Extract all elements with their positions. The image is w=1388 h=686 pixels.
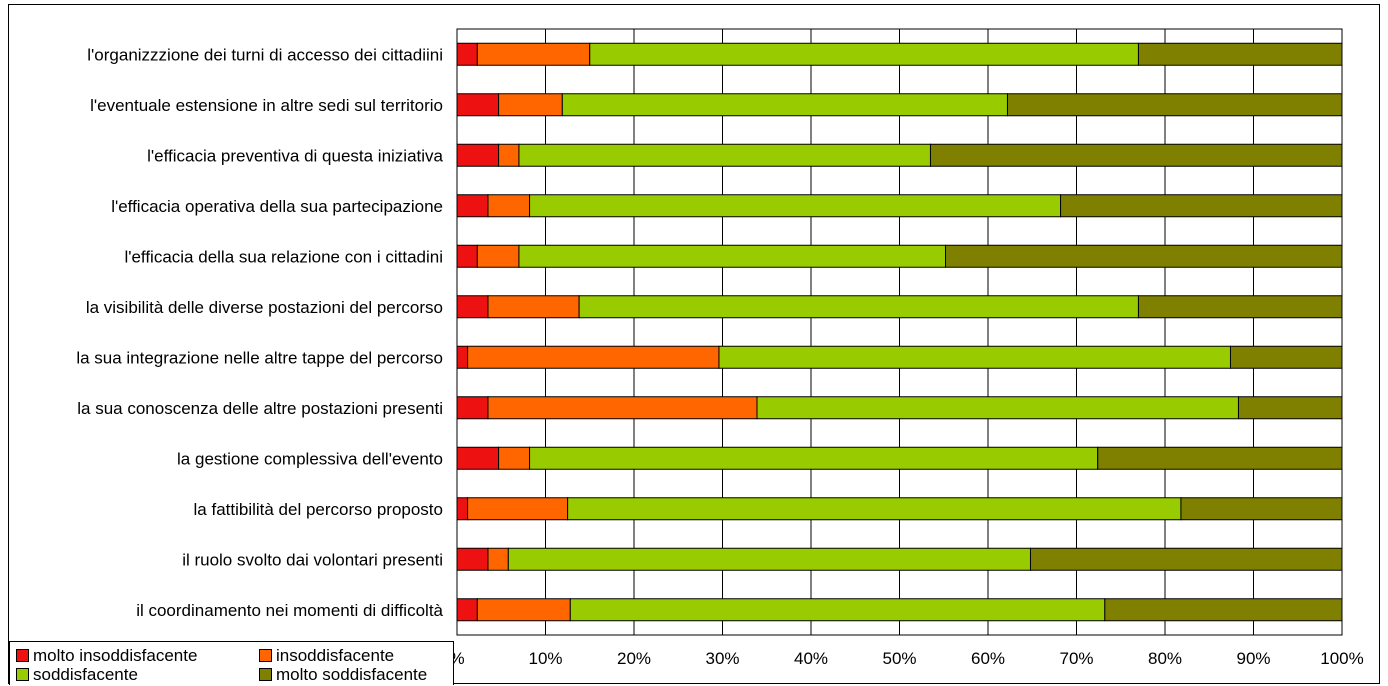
x-tick-label: 80% xyxy=(1148,649,1182,668)
bar-segment xyxy=(498,143,520,167)
bar-segment xyxy=(945,244,1343,268)
bar-segment xyxy=(507,547,1031,571)
bar-segment xyxy=(1229,345,1343,369)
bar-segment xyxy=(476,244,520,268)
legend-item: molto insoddisfacente xyxy=(16,646,197,665)
x-tick-label: 40% xyxy=(794,649,828,668)
bar-segment xyxy=(456,598,478,622)
bar-segment xyxy=(487,194,531,218)
category-label: l'efficacia della sua relazione con i ci… xyxy=(124,247,443,266)
x-tick-label: 20% xyxy=(617,649,651,668)
bar-segment xyxy=(529,446,1099,470)
category-label: il coordinamento nei momenti di difficol… xyxy=(136,601,443,620)
bar-segment xyxy=(487,396,758,420)
category-label: la sua conoscenza delle altre postazioni… xyxy=(77,399,443,418)
legend-item: insoddisfacente xyxy=(259,646,394,665)
bar-segment xyxy=(1006,93,1343,117)
bar-segment xyxy=(518,143,931,167)
bar-segment xyxy=(1097,446,1343,470)
category-label: la fattibilità del percorso proposto xyxy=(194,500,443,519)
bar-segment xyxy=(476,598,571,622)
bar-segment xyxy=(498,446,531,470)
x-tick-label: 50% xyxy=(882,649,916,668)
bar-segment xyxy=(1104,598,1343,622)
bar-segment xyxy=(1029,547,1343,571)
legend-swatch xyxy=(259,649,272,662)
bar-segment xyxy=(456,497,469,521)
bar-segment xyxy=(756,396,1239,420)
legend-swatch xyxy=(259,668,272,681)
bar-segment xyxy=(476,42,591,66)
bar-segment xyxy=(718,345,1231,369)
legend-label: soddisfacente xyxy=(33,665,138,684)
bar-segment xyxy=(1180,497,1343,521)
bar-segment xyxy=(456,194,489,218)
x-tick-label: 70% xyxy=(1059,649,1093,668)
category-label: l'eventuale estensione in altre sedi sul… xyxy=(90,96,443,115)
category-label: l'efficacia preventiva di questa iniziat… xyxy=(147,146,443,165)
legend-label: molto insoddisfacente xyxy=(33,646,198,665)
bar-segment xyxy=(589,42,1139,66)
bar-segment xyxy=(456,446,500,470)
x-tick-label: 10% xyxy=(528,649,562,668)
bar-segment xyxy=(1060,194,1343,218)
legend-label: insoddisfacente xyxy=(276,646,395,665)
x-tick-label: 100% xyxy=(1320,649,1363,668)
bar-segment xyxy=(456,244,478,268)
x-tick-label: 90% xyxy=(1236,649,1270,668)
bar-segment xyxy=(467,497,569,521)
bar-segment xyxy=(567,497,1182,521)
bar-segment xyxy=(518,244,947,268)
bar-segment xyxy=(561,93,1008,117)
legend-item: soddisfacente xyxy=(16,665,138,684)
bar-segment xyxy=(456,93,500,117)
bar-segment xyxy=(487,547,509,571)
category-label: la visibilità delle diverse postazioni d… xyxy=(86,298,443,317)
category-label: la sua integrazione nelle altre tappe de… xyxy=(76,348,443,367)
x-tick-label: 30% xyxy=(705,649,739,668)
bar-segment xyxy=(529,194,1062,218)
bar-segment xyxy=(498,93,563,117)
category-label: l'organizzzione dei turni di accesso dei… xyxy=(87,45,443,64)
bar-segment xyxy=(1237,396,1343,420)
bar-segment xyxy=(569,598,1106,622)
bar-segment xyxy=(467,345,720,369)
category-label: il ruolo svolto dai volontari presenti xyxy=(182,550,443,569)
bar-segment xyxy=(1137,42,1343,66)
legend-swatch xyxy=(16,649,29,662)
bar-segment xyxy=(578,295,1139,319)
x-tick-label: 60% xyxy=(971,649,1005,668)
bar-segment xyxy=(456,396,489,420)
legend-swatch xyxy=(16,668,29,681)
legend-label: molto soddisfacente xyxy=(276,665,428,684)
legend-item: molto soddisfacente xyxy=(259,665,427,684)
category-label: la gestione complessiva dell'evento xyxy=(177,449,443,468)
bar-segment xyxy=(456,143,500,167)
category-label: l'efficacia operativa della sua partecip… xyxy=(111,197,443,216)
bar-segment xyxy=(456,547,489,571)
bar-segment xyxy=(456,295,489,319)
bar-segment xyxy=(456,42,478,66)
legend: molto insoddisfacente insoddisfacente sodd… xyxy=(9,641,454,685)
bar-segment xyxy=(929,143,1343,167)
bar-segment xyxy=(456,345,469,369)
bar-segment xyxy=(1137,295,1343,319)
bar-segment xyxy=(487,295,580,319)
